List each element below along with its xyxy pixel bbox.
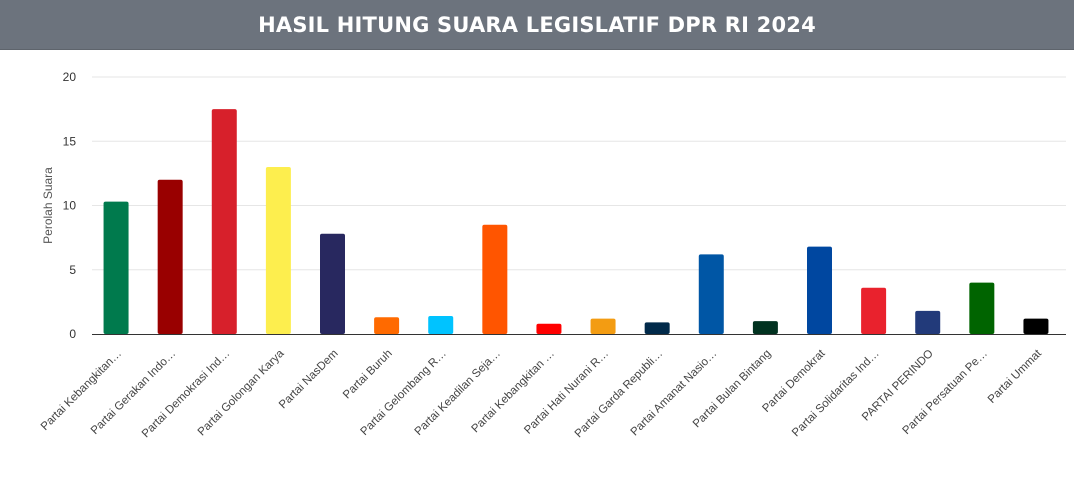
y-tick-label: 15	[63, 134, 77, 148]
bar[interactable]	[211, 109, 237, 334]
x-tick-label: Partai Garda Republi…	[573, 348, 666, 441]
bar[interactable]	[536, 323, 562, 334]
y-tick-label: 0	[69, 327, 76, 341]
y-axis-title: Perolah Suara	[41, 167, 55, 244]
bar[interactable]	[157, 179, 183, 334]
bar[interactable]	[969, 282, 995, 334]
x-tick-label: Partai Demokrasi Ind…	[140, 348, 233, 441]
bar[interactable]	[103, 201, 129, 334]
bar[interactable]	[861, 287, 887, 334]
bar[interactable]	[428, 316, 454, 334]
bar[interactable]	[752, 321, 778, 334]
bar[interactable]	[698, 254, 724, 334]
y-axis-ticks: 0 5 10 15 20	[63, 70, 77, 341]
chart-header: HASIL HITUNG SUARA LEGISLATIF DPR RI 202…	[0, 0, 1074, 50]
gridlines	[92, 76, 1066, 271]
bar[interactable]	[644, 322, 670, 334]
x-axis-labels: Partai Kebangkitan…Partai Gerakan Indo…P…	[39, 347, 1045, 440]
chart-area: 0 5 10 15 20 Partai Kebangkitan… Partai Gerak…	[0, 50, 1074, 495]
bar[interactable]	[915, 310, 941, 334]
x-tick-label: Partai Ummat	[986, 347, 1045, 406]
x-tick-label: Partai Buruh	[341, 348, 395, 402]
bar[interactable]	[590, 318, 616, 334]
x-tick-label: Partai NasDem	[277, 348, 341, 412]
bar[interactable]	[482, 224, 508, 334]
y-tick-label: 20	[63, 70, 77, 84]
x-tick-label: Partai Solidaritas Ind…	[790, 348, 882, 440]
bar-chart: 0 5 10 15 20 Partai Kebangkitan…Partai Gerak…	[39, 70, 1066, 440]
bar[interactable]	[320, 233, 345, 334]
bar[interactable]	[807, 246, 832, 334]
y-tick-label: 10	[63, 199, 77, 213]
bars	[103, 109, 1049, 334]
bar[interactable]	[374, 317, 400, 334]
chart-title: HASIL HITUNG SUARA LEGISLATIF DPR RI 202…	[258, 12, 816, 37]
bar[interactable]	[1023, 318, 1049, 334]
bar[interactable]	[265, 166, 291, 334]
y-tick-label: 5	[69, 263, 76, 277]
